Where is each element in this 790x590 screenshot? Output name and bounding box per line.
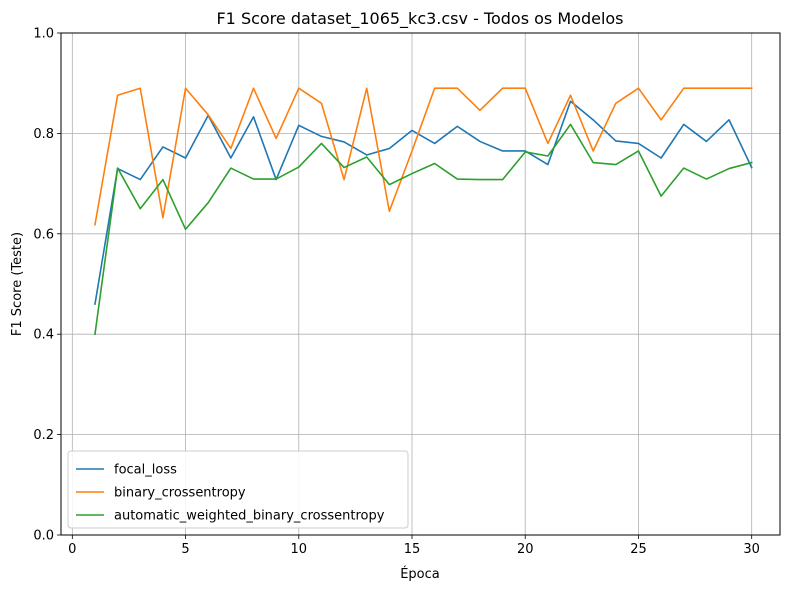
plot-frame — [60, 32, 781, 536]
y-tick-label: 0.6 — [33, 227, 54, 242]
y-tick-label: 0.8 — [33, 127, 54, 142]
x-tick-label: 5 — [181, 542, 189, 557]
y-tick-label: 0.4 — [33, 328, 54, 343]
x-tick-label: 30 — [743, 542, 760, 557]
series-line-focal-loss — [94, 100, 753, 306]
x-tick-label: 25 — [630, 542, 647, 557]
series-lines — [94, 87, 753, 336]
x-tick-label: 10 — [291, 542, 308, 557]
y-tick-label: 0.2 — [33, 428, 54, 443]
series-line-automatic-weighted-binary-crossentropy — [94, 123, 753, 336]
x-tick-label: 15 — [404, 542, 421, 557]
legend: focal_loss binary_crossentropy automatic_w… — [67, 450, 409, 529]
x-tick-label: 0 — [68, 542, 76, 557]
chart-title: F1 Score dataset_1065_kc3.csv - Todos os… — [216, 9, 623, 29]
legend-label: automatic_weighted_binary_crossentropy — [114, 509, 385, 524]
axis-ticks: 0 5 10 15 20 25 30 0.0 0.2 0.4 0.6 0.8 1.0 — [33, 27, 760, 558]
series-line-binary-crossentropy — [94, 87, 753, 226]
legend-box — [67, 450, 409, 529]
legend-label: binary_crossentropy — [114, 486, 246, 501]
y-tick-label: 0.0 — [33, 529, 54, 544]
x-tick-label: 20 — [517, 542, 534, 557]
legend-label: focal_loss — [114, 463, 177, 478]
x-axis-label: Época — [400, 566, 440, 582]
y-tick-label: 1.0 — [33, 27, 54, 42]
y-axis-label: F1 Score (Teste) — [10, 232, 25, 336]
